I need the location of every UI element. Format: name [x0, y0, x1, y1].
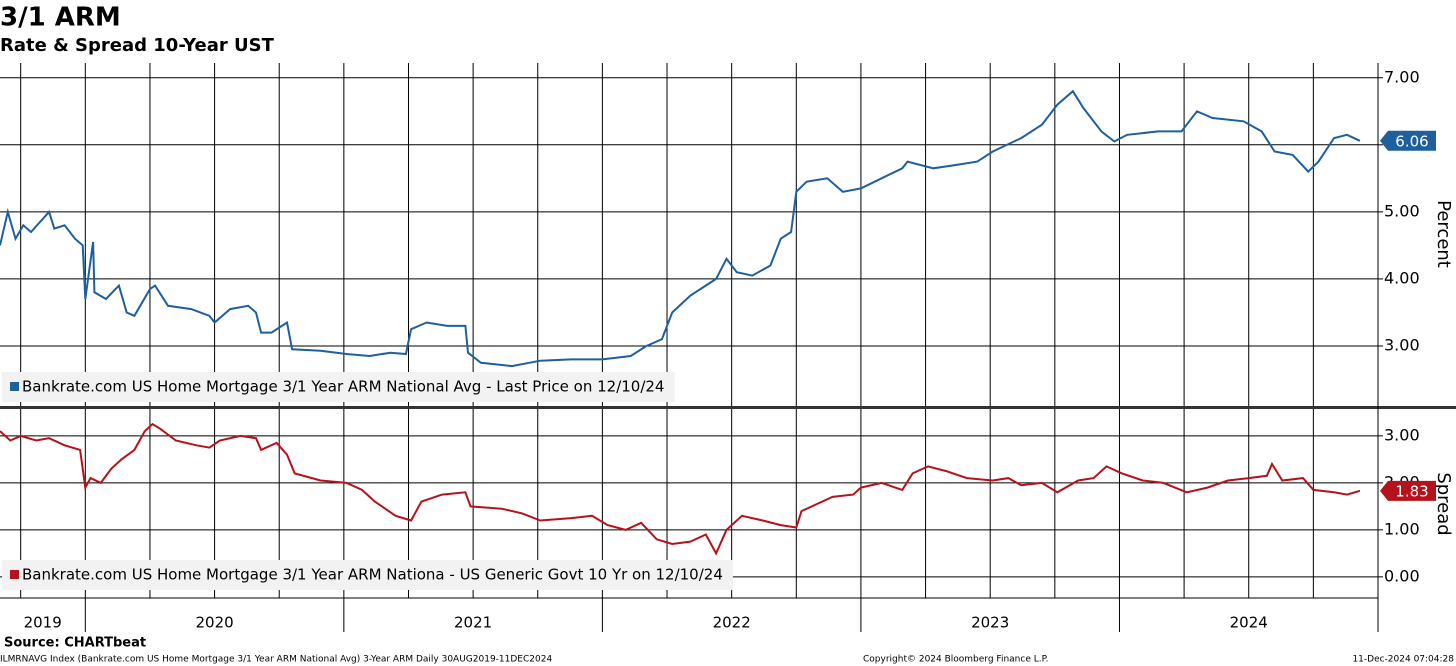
value-label: 1.83: [1395, 482, 1428, 500]
value-badge: [1380, 130, 1436, 151]
footer-right: 11-Dec-2024 07:04:28: [1352, 655, 1454, 665]
data-line: [0, 422, 1361, 556]
chart-title: 3/1 ARM: [0, 3, 121, 33]
value-badge: [1380, 480, 1436, 501]
y-tick-label: 3.00: [1384, 335, 1420, 354]
y-tick-label: 5.00: [1384, 201, 1420, 220]
legend-background: [2, 372, 675, 402]
chart-subtitle: Rate & Spread 10-Year UST: [0, 35, 275, 56]
footer-left: ILMRNAVG Index (Bankrate.com US Home Mor…: [0, 655, 552, 665]
x-tick-label: 2019: [24, 614, 62, 632]
legend-swatch: [10, 382, 19, 391]
x-tick-label: 2024: [1230, 614, 1268, 632]
legend-swatch: [10, 570, 19, 579]
legend-label: Bankrate.com US Home Mortgage 3/1 Year A…: [22, 378, 664, 396]
value-label: 6.06: [1395, 132, 1428, 150]
data-line: [0, 89, 1361, 368]
footer-mid: Copyright© 2024 Bloomberg Finance L.P.: [863, 655, 1048, 665]
x-tick-label: 2023: [971, 614, 1009, 632]
y-tick-label: 7.00: [1384, 67, 1420, 86]
x-tick-label: 2020: [195, 614, 233, 632]
y-axis-label: Percent: [1433, 200, 1454, 268]
legend-background: [2, 560, 733, 590]
legend-label: Bankrate.com US Home Mortgage 3/1 Year A…: [22, 566, 723, 584]
y-axis-label: Spread: [1433, 472, 1454, 535]
source: Source: CHARTbeat: [4, 636, 146, 651]
legend: Bankrate.com US Home Mortgage 3/1 Year A…: [2, 560, 733, 590]
legend: Bankrate.com US Home Mortgage 3/1 Year A…: [2, 372, 675, 402]
y-tick-label: 4.00: [1384, 268, 1420, 287]
x-tick-label: 2021: [454, 614, 492, 632]
y-tick-label: 0.00: [1384, 566, 1420, 585]
x-tick-label: 2022: [713, 614, 751, 632]
y-tick-label: 3.00: [1384, 425, 1420, 444]
y-tick-label: 1.00: [1384, 519, 1420, 538]
